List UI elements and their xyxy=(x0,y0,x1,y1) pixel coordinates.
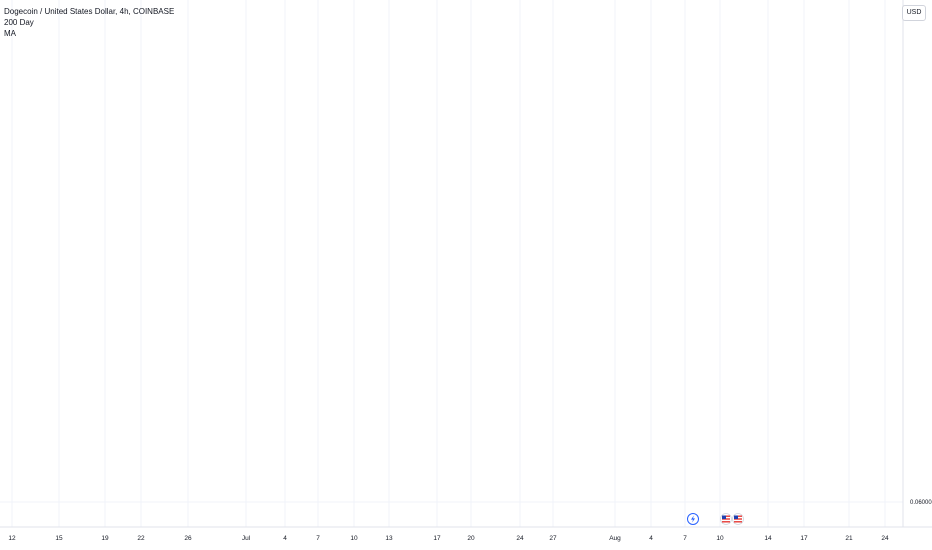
indicator-200-day[interactable]: 200 Day xyxy=(4,18,34,27)
x-tick-label: 15 xyxy=(55,535,63,542)
indicator-ma[interactable]: MA xyxy=(4,29,16,38)
us-flag-icon[interactable] xyxy=(732,513,744,525)
time-axis[interactable]: 12 15 19 22 26 Jul 4 7 10 13 17 20 24 27 Aug 4 7 10 14 17 21… xyxy=(8,535,889,542)
x-tick-label: 17 xyxy=(800,535,808,542)
x-tick-label: 27 xyxy=(549,535,557,542)
x-tick-label: 10 xyxy=(350,535,358,542)
x-tick-label: Jul xyxy=(242,535,251,542)
x-tick-label: 19 xyxy=(101,535,109,542)
grid-lines xyxy=(0,0,903,527)
x-tick-label: 24 xyxy=(516,535,524,542)
us-flag-icon[interactable] xyxy=(720,513,732,525)
x-tick-label: 17 xyxy=(433,535,441,542)
x-tick-label: 12 xyxy=(8,535,16,542)
x-tick-label: 26 xyxy=(184,535,192,542)
x-tick-label: 10 xyxy=(716,535,724,542)
lightning-icon[interactable] xyxy=(687,513,699,525)
event-icons[interactable] xyxy=(687,513,744,525)
chart-legend: Dogecoin / United States Dollar, 4h, COI… xyxy=(4,6,174,39)
x-tick-label: 13 xyxy=(385,535,393,542)
y-tick-label: 0.06000 xyxy=(910,500,932,506)
x-tick-label: 22 xyxy=(137,535,145,542)
x-tick-label: 20 xyxy=(467,535,475,542)
x-tick-label: Aug xyxy=(609,535,621,542)
x-tick-label: 21 xyxy=(845,535,853,542)
x-tick-label: 14 xyxy=(764,535,772,542)
x-tick-label: 24 xyxy=(881,535,889,542)
x-tick-label: 7 xyxy=(683,535,687,542)
symbol-title: Dogecoin / United States Dollar, 4h, COI… xyxy=(4,7,175,16)
x-tick-label: 7 xyxy=(316,535,320,542)
x-tick-label: 4 xyxy=(283,535,287,542)
price-axis[interactable]: 0.082000.080000.078000.074000.070000.068… xyxy=(910,0,932,506)
x-tick-label: 4 xyxy=(649,535,653,542)
currency-button[interactable]: USD xyxy=(902,5,926,21)
